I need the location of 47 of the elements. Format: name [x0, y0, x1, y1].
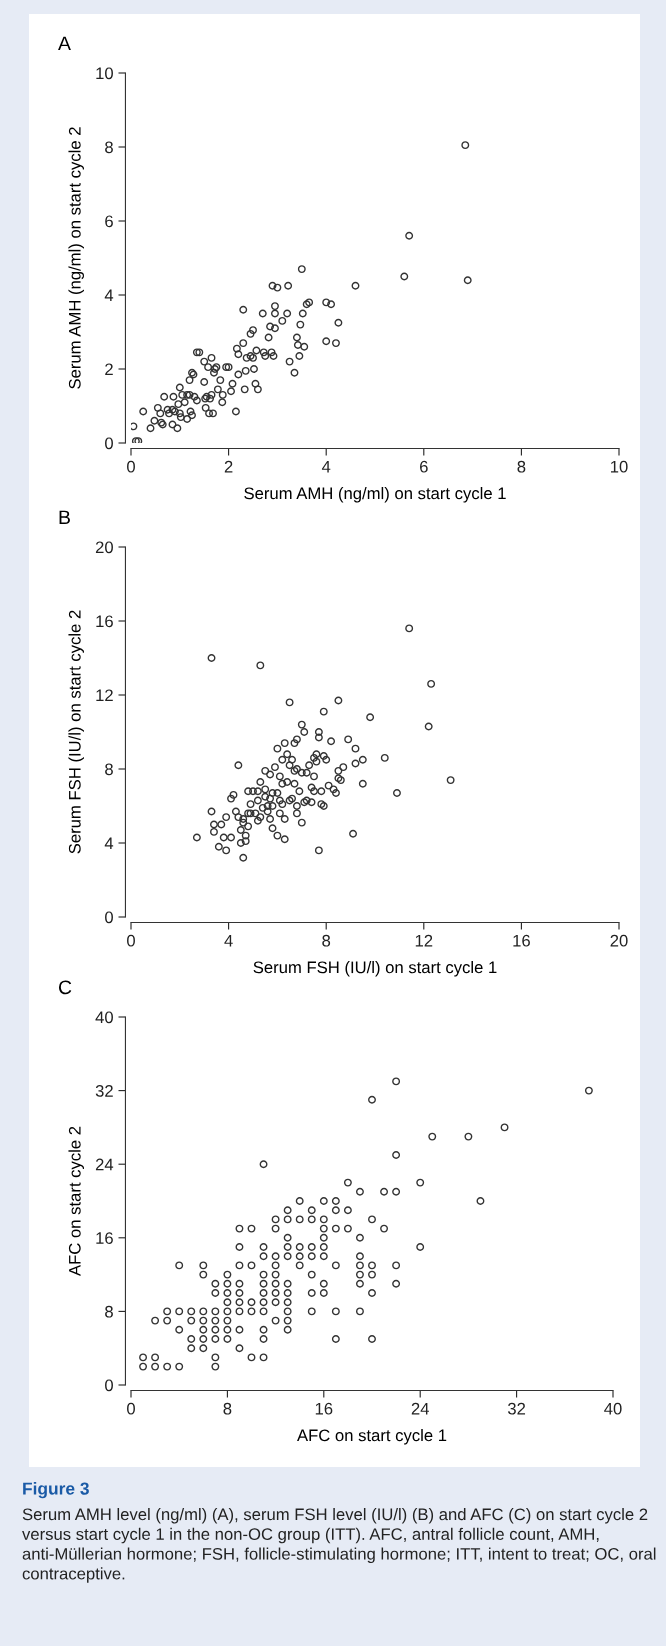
y-axis-title: Serum AMH (ng/ml) on start cycle 2: [68, 127, 84, 389]
chart-title: B: [59, 510, 70, 525]
x-tick-label: 4: [321, 460, 331, 473]
x-tick-label: 0: [127, 934, 135, 947]
y-tick-label: 8: [105, 141, 113, 154]
x-tick-label: 10: [611, 460, 628, 473]
x-tick-label: 0: [127, 460, 135, 473]
x-tick-label: 0: [127, 1402, 135, 1415]
y-tick-label: 16: [96, 1232, 113, 1244]
chart-title: C: [58, 980, 72, 995]
x-tick-label: 8: [322, 934, 331, 947]
y-tick-label: 0: [105, 1379, 113, 1392]
x-axis-title: AFC on start cycle 1: [297, 1429, 447, 1445]
x-tick-label: 24: [411, 1402, 429, 1415]
y-tick-label: 4: [104, 837, 114, 850]
x-axis-title: Serum AMH (ng/ml) on start cycle 1: [244, 487, 506, 503]
y-tick-label: 6: [105, 215, 113, 228]
x-axis-title: Serum FSH (IU/l) on start cycle 1: [253, 961, 497, 977]
x-tick-label: 12: [415, 934, 433, 947]
x-tick-label: 8: [223, 1402, 232, 1415]
y-tick-label: 4: [104, 289, 114, 302]
x-tick-label: 8: [517, 460, 526, 473]
y-tick-label: 0: [105, 437, 113, 450]
y-axis-title: Serum FSH (IU/l) on start cycle 2: [68, 610, 84, 854]
text: Serum AMH level (ng/ml) (A), serum FSH level (IU/l) (B) and AFC (C) on start cycle 2 versus start cycle 1 in the non-OC group (ITT). AFC, antral follicle count, AMH, anti-Müllerian hormone; FSH, follicle-stimulating hormone; ITT, intent to treat; OC, oral contraceptive.: [22, 1508, 656, 1583]
chart-title: A: [58, 36, 71, 51]
x-tick-label: 32: [507, 1402, 526, 1415]
caption: Figure 3: [23, 1482, 89, 1499]
y-tick-label: 10: [96, 67, 113, 80]
y-tick-label: 40: [95, 1011, 113, 1024]
x-tick-label: 16: [315, 1402, 333, 1415]
y-tick-label: 2: [105, 363, 113, 376]
x-tick-label: 2: [224, 460, 233, 473]
y-tick-label: 32: [95, 1085, 113, 1097]
y-tick-label: 8: [105, 763, 113, 776]
y-tick-label: 20: [95, 541, 113, 554]
y-axis-title: AFC on start cycle 2: [68, 1126, 84, 1276]
y-tick-label: 12: [96, 689, 113, 702]
y-tick-label: 24: [95, 1158, 114, 1171]
x-tick-label: 4: [224, 934, 233, 947]
x-tick-label: 40: [604, 1402, 622, 1415]
x-tick-label: 20: [610, 934, 628, 947]
x-tick-label: 16: [513, 934, 530, 947]
y-tick-label: 0: [105, 911, 113, 924]
y-tick-label: 16: [96, 615, 113, 628]
x-tick-label: 6: [420, 460, 428, 473]
y-tick-label: 8: [105, 1305, 113, 1318]
